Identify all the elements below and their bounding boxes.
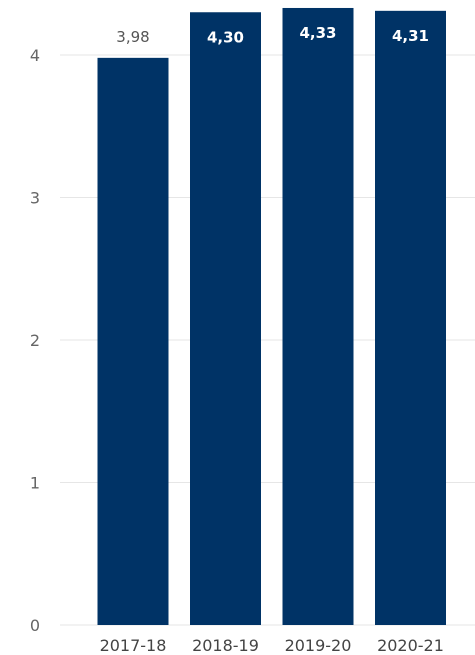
y-tick-label: 1 [30, 474, 40, 493]
bar-2019-20[interactable] [282, 7, 354, 626]
x-tick-label: 2020-21 [377, 636, 444, 655]
y-tick-label: 0 [30, 616, 40, 635]
y-tick-label: 4 [30, 46, 40, 65]
bar-2020-21[interactable] [375, 10, 446, 625]
data-label-2019-20: 4,33 [299, 24, 336, 42]
data-label-2020-21: 4,31 [392, 27, 429, 45]
y-tick-label: 3 [30, 189, 40, 208]
data-label-2018-19: 4,30 [207, 28, 244, 46]
x-tick-label: 2018-19 [192, 636, 259, 655]
bar-2018-19[interactable] [190, 12, 261, 625]
x-tick-label: 2019-20 [285, 636, 352, 655]
data-labels: 3,98 4,30 4,33 4,31 [116, 24, 429, 46]
x-tick-label: 2017-18 [100, 636, 167, 655]
y-axis: 0 1 2 3 4 [30, 46, 40, 635]
bars [97, 7, 446, 626]
bar-2017-18[interactable] [97, 57, 169, 626]
data-label-2017-18: 3,98 [116, 28, 149, 46]
y-tick-label: 2 [30, 331, 40, 350]
x-axis: 2017-18 2018-19 2019-20 2020-21 [100, 636, 444, 655]
